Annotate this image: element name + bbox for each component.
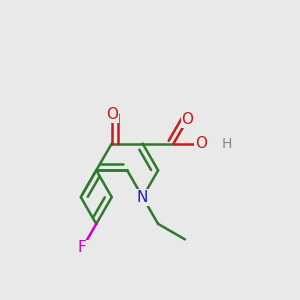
Text: H: H: [221, 136, 232, 151]
Text: F: F: [78, 241, 87, 256]
Text: N: N: [137, 190, 148, 205]
Text: O: O: [182, 112, 194, 127]
Text: O: O: [106, 107, 118, 122]
Text: O: O: [195, 136, 207, 151]
